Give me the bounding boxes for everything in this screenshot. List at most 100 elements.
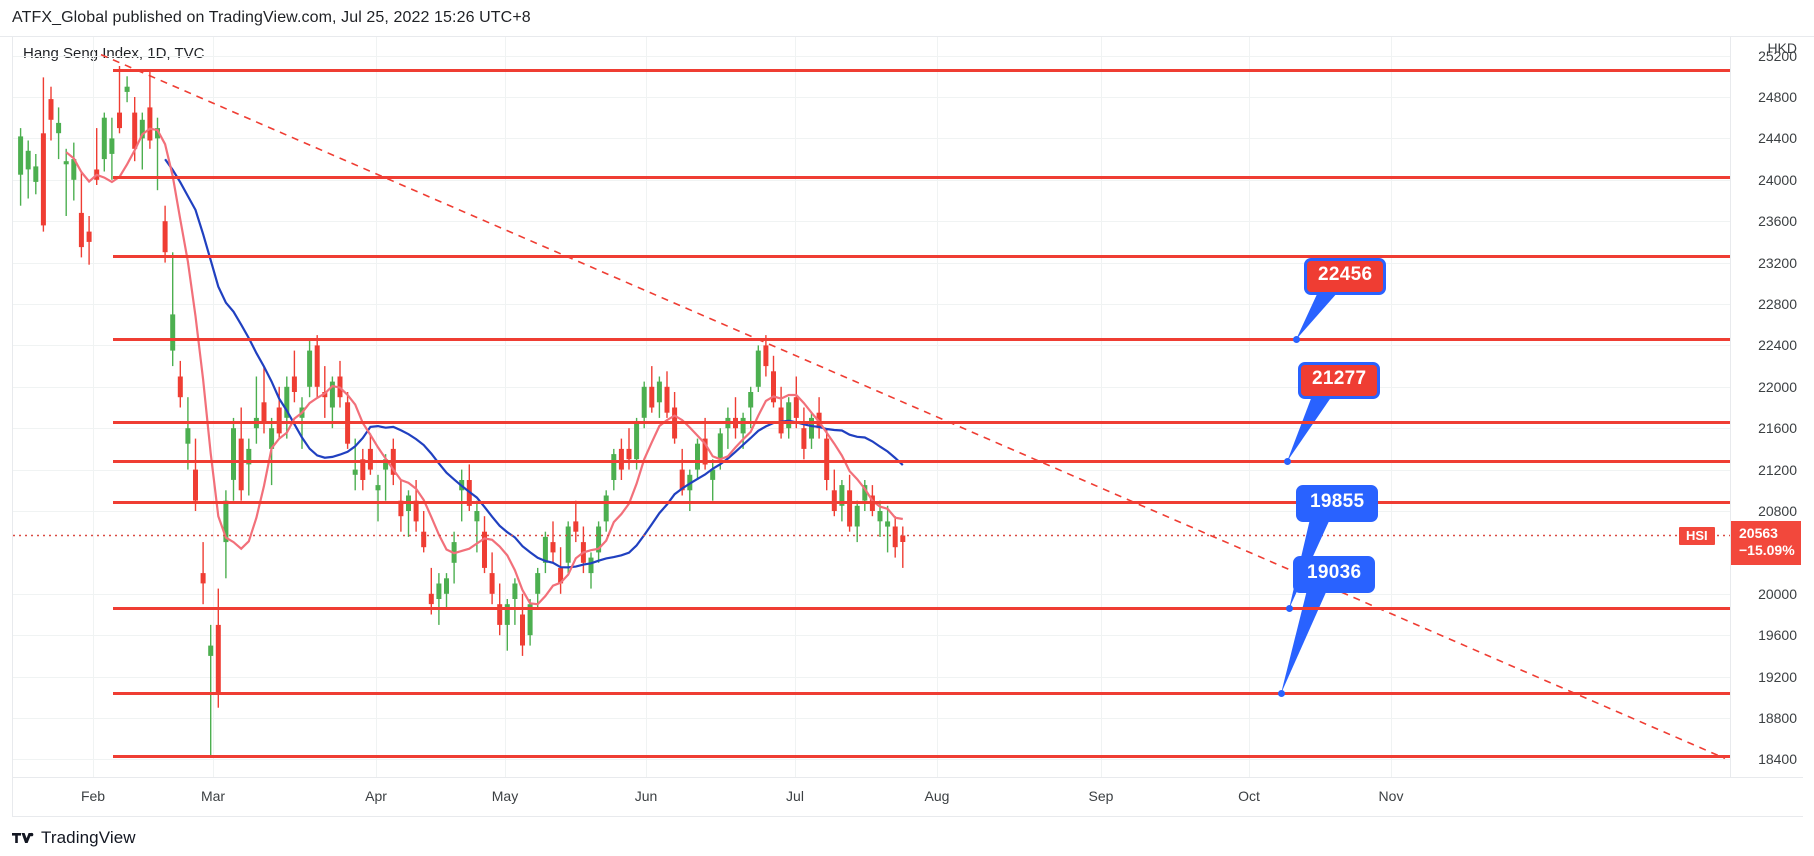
price-axis-tick: 24000 [1758,171,1797,188]
horizontal-gridline [13,594,1730,595]
publish-credit-text: ATFX_Global published on TradingView.com… [12,9,531,26]
time-axis-tick: Nov [1378,788,1404,804]
support-resistance-line[interactable] [113,501,1730,505]
trendline-dashed[interactable] [100,53,1726,760]
candlestick [398,480,404,532]
chart-frame: Hang Seng Index, 1D, TVC HKD 25200 24800 2… [12,37,1803,817]
candlestick [428,567,434,615]
candlestick [48,86,54,141]
vertical-gridline [937,37,938,777]
candlestick [406,490,411,537]
candlestick [740,412,746,449]
price-callout-label[interactable]: 22456 [1304,258,1387,295]
candlestick [223,490,229,579]
price-axis-tick: 20800 [1758,503,1797,519]
price-axis-tick: 18400 [1758,751,1797,768]
price-callout-label[interactable]: 19036 [1293,556,1376,593]
support-resistance-line[interactable] [113,754,1730,758]
price-callout-label[interactable]: 19855 [1296,485,1379,522]
candlestick [489,552,495,605]
support-resistance-line[interactable] [113,176,1730,180]
support-resistance-line[interactable] [113,338,1730,342]
candlestick [200,542,206,605]
horizontal-gridline [13,304,1730,305]
candlestick [459,469,465,522]
callout-anchor-dot[interactable] [1292,336,1300,344]
candlestick [885,505,891,553]
candlestick [596,521,602,563]
callout-stem [1281,590,1327,694]
chart-plot-area[interactable] [13,37,1730,777]
vertical-gridline [1391,37,1392,777]
horizontal-gridline [13,345,1730,346]
time-axis-tick: Jul [786,788,804,804]
candlestick [831,469,837,517]
horizontal-gridline [13,387,1730,388]
price-axis-tick: 25200 [1758,47,1797,64]
candlestick [162,205,168,263]
price-axis-tick: 19200 [1758,668,1797,685]
price-axis-tick: 24400 [1758,130,1797,147]
support-resistance-line[interactable] [113,68,1730,72]
vertical-gridline [505,37,506,777]
candlestick [573,500,579,543]
candlestick [284,376,290,439]
candlestick [550,521,556,563]
callout-anchor-dot[interactable] [1277,690,1285,698]
candlestick [436,573,442,625]
candlestick [71,142,77,201]
callout-anchor-dot[interactable] [1285,605,1293,613]
candlestick [367,433,373,475]
time-axis-tick: Jun [634,788,658,804]
support-resistance-line[interactable] [113,254,1730,258]
horizontal-gridline [13,263,1730,264]
candlestick [18,128,24,206]
price-axis-tick: 18800 [1758,710,1797,726]
price-axis-tick: 24800 [1758,89,1797,106]
candlestick [117,66,122,134]
candlestick [656,376,662,418]
price-callout-label[interactable]: 21277 [1298,362,1381,399]
price-axis[interactable]: HKD 25200 24800 24400 24000 23600 23200 22800 2… [1730,37,1803,777]
support-resistance-line[interactable] [113,460,1730,464]
support-resistance-line[interactable] [113,692,1730,696]
chart-legend[interactable]: Hang Seng Index, 1D, TVC [23,45,205,62]
candlestick [527,599,533,646]
candlestick [86,216,92,265]
time-axis-tick: Aug [924,788,950,804]
candlestick [558,547,564,594]
time-axis[interactable]: Feb Mar Apr May Jun Jul Aug Sep Oct Nov [13,777,1803,817]
price-axis-tick: 19600 [1758,627,1797,644]
candlestick [231,417,236,501]
horizontal-gridline [13,718,1730,719]
candlestick [854,500,860,543]
price-axis-currency: HKD [1767,40,1797,56]
callout-anchor-dot[interactable] [1283,458,1291,466]
candlestick [193,438,198,511]
candlestick [695,438,700,480]
candlestick [801,407,807,460]
candlestick [793,376,799,429]
candlestick [177,360,183,408]
support-resistance-line[interactable] [113,607,1730,611]
horizontal-gridline [13,677,1730,678]
candlestick [155,117,160,191]
candlestick [360,448,366,491]
horizontal-gridline [13,470,1730,471]
time-axis-tick: Oct [1238,788,1260,804]
vertical-gridline [1249,37,1250,777]
horizontal-gridline [13,221,1730,222]
time-axis-tick: Feb [80,788,106,804]
candlestick [170,252,176,367]
horizontal-gridline [13,180,1730,181]
tradingview-brand-label: TradingView [41,828,136,847]
candlestick [124,76,130,103]
support-resistance-line[interactable] [113,420,1730,424]
candlestick [824,428,830,491]
publish-header: ATFX_Global published on TradingView.com… [0,0,1814,37]
vertical-gridline [213,37,214,777]
candlestick [307,340,313,398]
candlestick [375,474,381,522]
time-axis-tick: Mar [200,788,226,804]
candlestick [809,412,814,449]
